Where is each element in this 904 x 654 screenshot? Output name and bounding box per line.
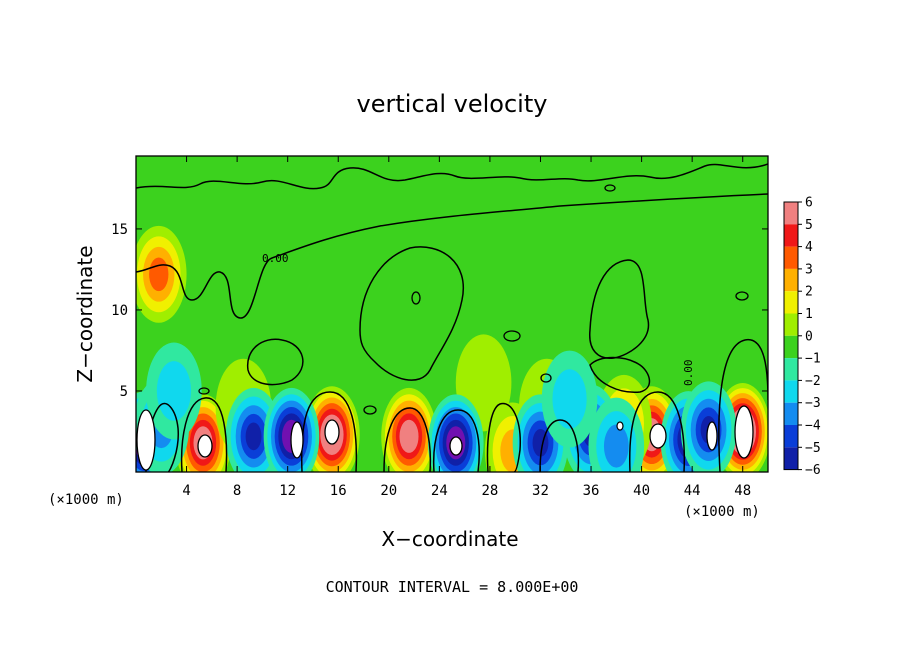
colorbar-label: 4 [805, 240, 813, 255]
colorbar-label: −5 [805, 441, 821, 456]
colorbar-swatch [784, 246, 798, 269]
colorbar-swatch [784, 268, 798, 292]
updraft-band [149, 257, 169, 292]
colorbar-label: −2 [805, 374, 821, 389]
y-tick-label: 15 [111, 222, 128, 238]
x-tick-label: 36 [583, 483, 600, 499]
x-axis-ticks: 4 8 12 16 20 24 28 32 36 40 44 48 [182, 156, 751, 499]
zero-contour-line [432, 409, 480, 472]
zero-contour-line [735, 291, 749, 301]
x-axis-label: X−coordinate [381, 527, 518, 551]
peak-contour-line [136, 409, 156, 471]
zero-contour-line [359, 246, 465, 381]
updraft-band [403, 426, 415, 447]
zero-contour-line [363, 405, 377, 415]
x-tick-label: 40 [633, 483, 650, 499]
zero-contour-line [180, 397, 228, 472]
x-axis-unit-left: (×1000 m) [48, 492, 124, 508]
zero-contour-line [411, 291, 421, 305]
colorbar-swatch [784, 358, 798, 381]
downdraft-cell [146, 342, 202, 440]
colorbar-swatch [784, 224, 798, 247]
colorbar-label: −4 [805, 419, 821, 434]
zero-contour-line [604, 184, 616, 192]
x-tick-label: 12 [279, 483, 296, 499]
zero-contour-line [486, 402, 521, 472]
zero-contour-line [539, 419, 580, 472]
downdraft-cell [541, 350, 598, 448]
x-tick-label: 16 [330, 483, 347, 499]
zero-contour-line [198, 387, 210, 395]
peak-contour-line [649, 423, 667, 449]
colorbar-label: 1 [805, 307, 813, 322]
contour-label: 0.00 [262, 252, 289, 265]
x-tick-label: 48 [734, 483, 751, 499]
y-axis-label: Z−coordinate [73, 245, 97, 382]
colorbar-swatch [784, 402, 798, 425]
colorbar-swatch [784, 313, 798, 336]
contour-label: 0.00 [682, 360, 695, 387]
x-tick-label: 24 [431, 483, 448, 499]
chart-title: vertical velocity [357, 90, 548, 118]
updraft-cell [136, 225, 187, 323]
colorbar-swatch [784, 380, 798, 403]
colorbar-label: 2 [805, 285, 813, 300]
zero-contour-line [540, 373, 552, 383]
x-tick-label: 28 [481, 483, 498, 499]
peak-contour-line [734, 405, 754, 459]
y-tick-label: 5 [120, 384, 128, 400]
peak-contour-line [197, 434, 213, 458]
y-axis-ticks: 5 10 15 [111, 222, 768, 400]
x-tick-label: 32 [532, 483, 549, 499]
zero-contour-line [718, 339, 768, 472]
colorbar-label: −3 [805, 396, 821, 411]
colorbar-swatch [784, 447, 798, 470]
downdraft-band [156, 361, 192, 421]
zero-contour-line [247, 338, 304, 386]
zero-contour-line [136, 163, 768, 190]
colorbar-label: 0 [805, 329, 813, 344]
plot-frame [135, 155, 769, 473]
downdraft-band [603, 424, 629, 468]
downdraft-band [245, 422, 262, 451]
colorbar-label: 3 [805, 262, 813, 277]
colorbar-label: 6 [805, 196, 813, 211]
peak-contour-line [616, 421, 624, 431]
colorbar-swatch [784, 425, 798, 448]
x-tick-label: 44 [684, 483, 701, 499]
downdraft-cell [588, 397, 645, 472]
zero-contour-line [503, 330, 521, 342]
zero-contour-lines: 0.00 0.00 [136, 163, 768, 472]
downdraft-cell [225, 387, 282, 472]
peak-contour-line [449, 436, 463, 456]
colorbar-label: 5 [805, 218, 813, 233]
zero-contour-line [136, 193, 768, 319]
peak-contour-line [324, 419, 340, 445]
downdraft-band [552, 369, 587, 429]
colorbar-swatch [784, 291, 798, 314]
zero-contour-line [629, 391, 686, 472]
colorbar: 6 5 4 3 2 1 0 −1 −2 −3 −4 −5 −6 [783, 196, 821, 478]
x-tick-label: 20 [380, 483, 397, 499]
contour-interval-note: CONTOUR INTERVAL = 8.000E+00 [326, 578, 579, 596]
colorbar-swatch [784, 335, 798, 359]
x-tick-label: 8 [233, 483, 241, 499]
zero-contour-line [300, 391, 358, 472]
x-tick-label: 4 [182, 483, 190, 499]
x-axis-unit-right: (×1000 m) [684, 504, 760, 520]
y-tick-label: 10 [111, 303, 128, 319]
zero-contour-line [383, 407, 432, 472]
peak-contour-line [290, 421, 304, 459]
colorbar-label: −6 [805, 463, 821, 478]
colorbar-swatch [784, 202, 798, 225]
peak-contour-line [706, 421, 718, 451]
zero-contour-line [589, 356, 651, 393]
colorbar-label: −1 [805, 352, 821, 367]
